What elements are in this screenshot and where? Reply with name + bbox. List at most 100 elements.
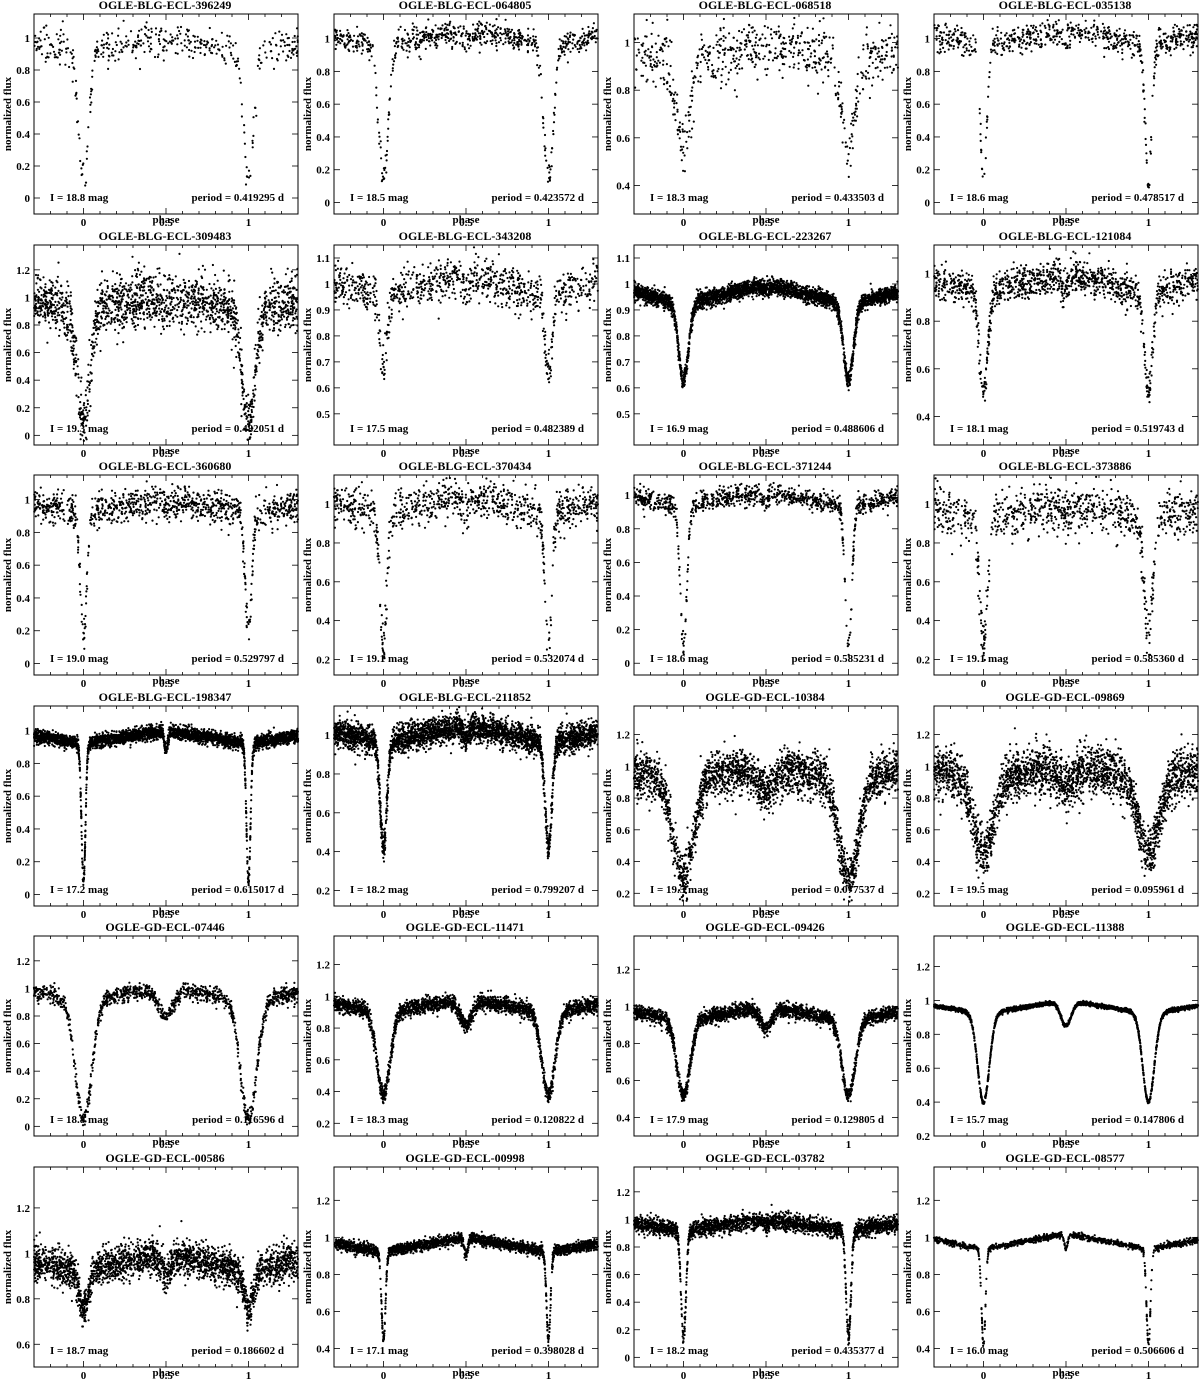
data-point xyxy=(252,134,255,137)
data-point xyxy=(82,430,85,433)
data-point xyxy=(293,48,296,51)
data-point xyxy=(732,48,735,51)
data-point xyxy=(131,300,134,304)
data-point xyxy=(168,40,171,43)
data-point xyxy=(282,39,285,42)
data-point xyxy=(452,282,455,286)
data-point xyxy=(586,42,589,45)
data-point xyxy=(762,57,765,60)
data-point xyxy=(208,47,211,50)
data-point xyxy=(497,294,500,297)
data-point xyxy=(171,39,175,42)
data-point xyxy=(88,338,91,341)
data-point xyxy=(163,274,167,277)
data-point xyxy=(91,352,94,356)
data-point xyxy=(182,288,185,291)
data-point xyxy=(732,57,735,61)
data-point xyxy=(106,286,109,289)
data-point xyxy=(722,39,725,42)
data-point xyxy=(1005,32,1008,35)
data-point xyxy=(1091,37,1094,40)
data-point xyxy=(234,325,237,329)
data-point xyxy=(558,57,561,60)
data-point xyxy=(449,20,452,23)
data-point xyxy=(658,61,661,64)
data-point xyxy=(815,38,818,41)
data-point xyxy=(1076,31,1079,35)
data-point xyxy=(1185,34,1188,37)
data-point xyxy=(351,298,354,301)
x-tick-label: 0.5 xyxy=(459,448,473,460)
data-point xyxy=(269,43,273,46)
data-point xyxy=(165,40,168,43)
data-point xyxy=(241,363,244,367)
data-point xyxy=(489,40,492,43)
data-point xyxy=(581,27,584,30)
data-point xyxy=(379,146,382,149)
data-point xyxy=(348,34,352,37)
data-point xyxy=(222,305,225,309)
data-point xyxy=(176,315,179,318)
data-point xyxy=(463,46,466,49)
data-point xyxy=(274,32,277,35)
data-point xyxy=(39,278,42,281)
data-point xyxy=(427,18,430,21)
data-point xyxy=(520,43,523,46)
data-point xyxy=(424,286,427,289)
data-point xyxy=(857,100,860,103)
data-point xyxy=(742,28,746,31)
data-point xyxy=(370,55,373,58)
data-point xyxy=(241,371,244,374)
data-point xyxy=(1011,50,1014,53)
data-point xyxy=(233,304,236,307)
data-point xyxy=(145,303,149,306)
data-point xyxy=(1119,44,1122,47)
data-point xyxy=(80,376,83,379)
data-point xyxy=(289,56,293,60)
data-point xyxy=(1175,39,1178,42)
data-point xyxy=(276,321,279,324)
data-point xyxy=(88,383,91,386)
data-point xyxy=(805,63,809,67)
data-point xyxy=(474,252,477,255)
data-point xyxy=(578,43,581,47)
data-point xyxy=(1022,28,1025,31)
data-point xyxy=(427,32,430,35)
data-point xyxy=(516,41,519,44)
data-point xyxy=(141,293,144,297)
data-point xyxy=(839,115,842,118)
data-point xyxy=(173,306,176,310)
data-point xyxy=(122,325,125,329)
data-point xyxy=(83,414,86,418)
data-point xyxy=(155,310,159,313)
data-point xyxy=(212,318,215,321)
data-point xyxy=(283,44,287,47)
data-point xyxy=(157,38,160,41)
data-point xyxy=(1007,47,1010,50)
data-point xyxy=(123,287,126,290)
data-point xyxy=(394,56,397,59)
data-point xyxy=(277,333,280,336)
data-point xyxy=(111,269,114,272)
data-point xyxy=(479,37,482,40)
data-point xyxy=(563,53,566,56)
data-point xyxy=(107,59,110,62)
data-point xyxy=(543,343,547,346)
data-point xyxy=(994,51,997,54)
data-point xyxy=(213,282,216,285)
data-point xyxy=(657,59,660,62)
data-point xyxy=(374,318,377,321)
data-point xyxy=(215,52,218,55)
data-point xyxy=(798,42,801,45)
data-point xyxy=(107,54,110,57)
data-point xyxy=(641,56,644,59)
data-point xyxy=(556,279,559,283)
data-point xyxy=(56,313,59,317)
data-point xyxy=(296,323,299,327)
data-point xyxy=(199,51,202,55)
data-point xyxy=(209,330,212,333)
data-point xyxy=(448,24,451,27)
data-point xyxy=(196,39,199,42)
data-point xyxy=(985,126,989,129)
data-point xyxy=(270,267,273,270)
